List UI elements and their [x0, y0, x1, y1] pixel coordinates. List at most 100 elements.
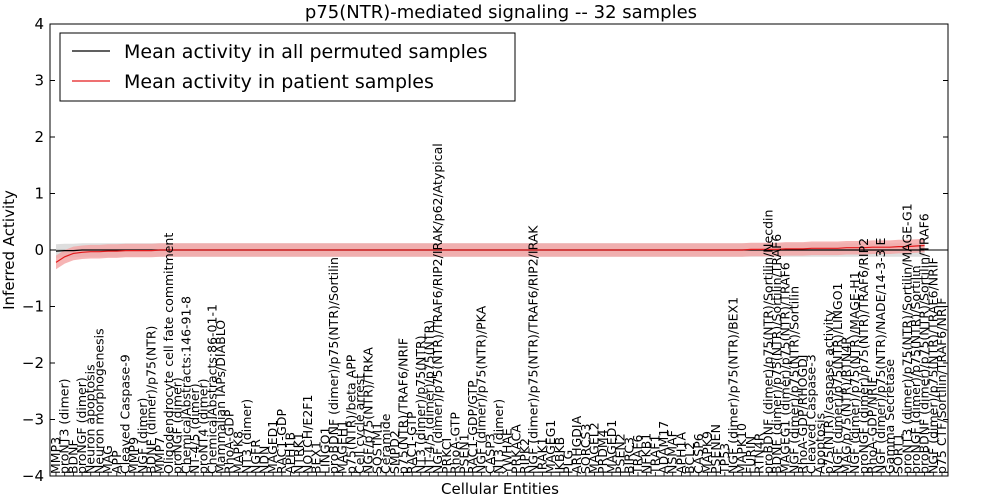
category-label: ChemicalAbstracts:146-91-8 [178, 296, 193, 474]
category-label: ChemicalAbstracts:86-01-1 [204, 304, 219, 474]
category-label: proNT4 (dimer) [196, 379, 211, 475]
legend: Mean activity in all permuted samples Me… [59, 32, 516, 102]
category-label: NGF (dimer)/p75(NTR)/TRAF6/RIP2/IRAK [526, 225, 541, 474]
category-label: NT-4/5 (dimer) [187, 383, 202, 474]
category-label: SQSTM1 [369, 422, 384, 474]
category-label: YWHAE [500, 428, 515, 475]
category-label: NGF (dimer)/p75(NTR)/NADE/14-3-3 E [873, 238, 888, 474]
legend-entry-patient: Mean activity in patient samples [124, 71, 434, 93]
category-label: PLG [561, 450, 576, 474]
category-label: BDNF [65, 439, 80, 474]
category-label: APH1B [283, 432, 298, 474]
y-tick-label: 0 [34, 241, 44, 259]
category-label: IKBKB [552, 437, 567, 474]
category-label: APP [109, 450, 124, 474]
category-label: NGF (dimer)/p75(NTR)/PKA [474, 305, 489, 474]
category-label: p75(NTR)/beta APP [343, 354, 358, 474]
category-label: proBDNF (dimer)/p75(NTR)/Sortilin/TRAF6 [917, 213, 932, 474]
y-tick-label: −4 [22, 467, 44, 485]
category-label: RhoA-GDP/NRIF [865, 377, 880, 474]
category-label: NGF (dimer)/p75(NTR)/BEX1 [726, 297, 741, 474]
legend-box [59, 32, 516, 102]
y-tick-label: 3 [34, 72, 44, 90]
category-label: PRKACA [508, 424, 523, 474]
category-label: NDN [257, 446, 272, 474]
category-label: MAGEL2 [587, 422, 602, 474]
plot-layer [50, 238, 948, 270]
category-label: Cell cycle arrest [352, 374, 367, 474]
category-label: proNGF (dimer) [74, 377, 89, 474]
category-label: p75(NTR)/caspase activity [821, 309, 836, 474]
category-label: MAGED1 [604, 420, 619, 474]
category-label: p75 CTF/Sortilin/TRAF6/NRIF [934, 298, 949, 474]
category-label: MAG/p75(NTR)/RTN4R [839, 336, 854, 474]
category-label: Cleaved Caspase-3 [804, 354, 819, 474]
category-label: proNGF (dimer) [170, 377, 185, 474]
category-label: p75(NTR)/TRAF6/NRIF [396, 338, 411, 474]
category-label: NT3 (dimer) [491, 399, 506, 474]
chart-title: p75(NTR)-mediated signaling -- 32 sample… [305, 2, 697, 23]
y-tick-label: −1 [22, 298, 44, 316]
category-label: MAGED1 [265, 420, 280, 474]
category-label: MAGEG1 [543, 420, 558, 474]
plot-border [49, 23, 949, 477]
legend-entry-permuted: Mean activity in all permuted samples [124, 41, 487, 63]
category-label: Mammalian IAPs/DIABLO [213, 320, 228, 474]
category-label: Neuron apoptosis [83, 364, 98, 474]
category-label: RhoA-GTP [448, 412, 463, 474]
category-label: MMP9 [126, 437, 141, 474]
category-label: proBDNF (dimer)/p75(NTR)/Sortilin [326, 257, 341, 474]
category-label: proNT3 (dimer) [57, 378, 72, 474]
category-label: LINGO1 [317, 427, 332, 474]
category-label: SMPD2 [387, 430, 402, 474]
category-label: ARHGDIA [569, 415, 584, 474]
category-label: proNT3 (dimer)/p75(NTR)/Sortilin/MAGE-G1 [899, 203, 914, 474]
category-label: FURIN [743, 436, 758, 474]
category-label: TRAF6 [630, 434, 645, 475]
category-label: MAPK8 [230, 431, 245, 474]
category-label: SORCS3 [578, 424, 593, 474]
category-label: Ceramide [378, 413, 393, 474]
series-band-1 [56, 238, 925, 270]
category-label: NT-4/5 (dimer)/p75(NTR) [422, 320, 437, 474]
y-tick-label: −3 [22, 411, 44, 429]
category-label: ADAM17 [656, 421, 671, 474]
category-label: MAG [100, 445, 115, 474]
category-label: proNGF (dimer)/p75(NTR)/Sortilin [908, 265, 923, 473]
category-label: NGF (dimer)/p75(NTR)/TRAF6/NRIF [925, 257, 940, 474]
category-label: CASP6 [691, 433, 706, 474]
category-label: NT3 (dimer)/p75(NTR) [413, 335, 428, 474]
category-label: RIPK2 [517, 438, 532, 474]
category-label: PSEN2 [613, 433, 628, 474]
category-label: PSENEN [708, 424, 723, 474]
category-label: NGF (dimer)/p75(NTR)/Sortilin [786, 286, 801, 474]
category-label: SORT1 [891, 433, 906, 474]
category-label: BCL2 [682, 442, 697, 474]
category-label: TRAF1 [647, 435, 662, 476]
category-label: Neuron morphogenesis [91, 328, 106, 474]
category-label: RhoA-GDP [222, 409, 237, 474]
category-label: NGF (dimer) [135, 398, 150, 474]
category-label: RAC1-GDP [274, 408, 289, 473]
category-label: BIRC3 [621, 437, 636, 474]
category-label: NGF (dimer)/p75(NTR)/LINGO1 [830, 282, 845, 474]
category-label: NGF/p75(NTR)/TRKA [361, 347, 376, 474]
category-label: proNGF (dimer)/p75(NTR)/TRAF6/RIP2 [856, 238, 871, 474]
y-axis-ticks: −4 −3 −2 −1 0 1 2 3 4 [22, 15, 948, 485]
category-label: MAGEG1 (dimer)/p75(NTR)/TRAF6 [778, 262, 793, 474]
category-label: APH1A [673, 432, 688, 474]
x-axis-label: Cellular Entities [441, 480, 559, 498]
category-label: NT3 (dimer) [239, 399, 254, 474]
category-label: CASP3 [482, 433, 497, 474]
category-label: RAC1-GTP [404, 411, 419, 474]
category-label: IRAK1 [534, 437, 549, 474]
category-label: NGF (dimer)/p75(NTR)/MAGE-H1 [847, 271, 862, 474]
y-tick-label: 2 [34, 128, 44, 146]
category-label: PRKCI [439, 438, 454, 474]
category-label: NTRK1 [291, 432, 306, 474]
y-tick-label: 4 [34, 15, 44, 33]
category-label: RhoA-GDP/RHOGDI [795, 354, 810, 473]
category-label: MMP7 [152, 437, 167, 474]
